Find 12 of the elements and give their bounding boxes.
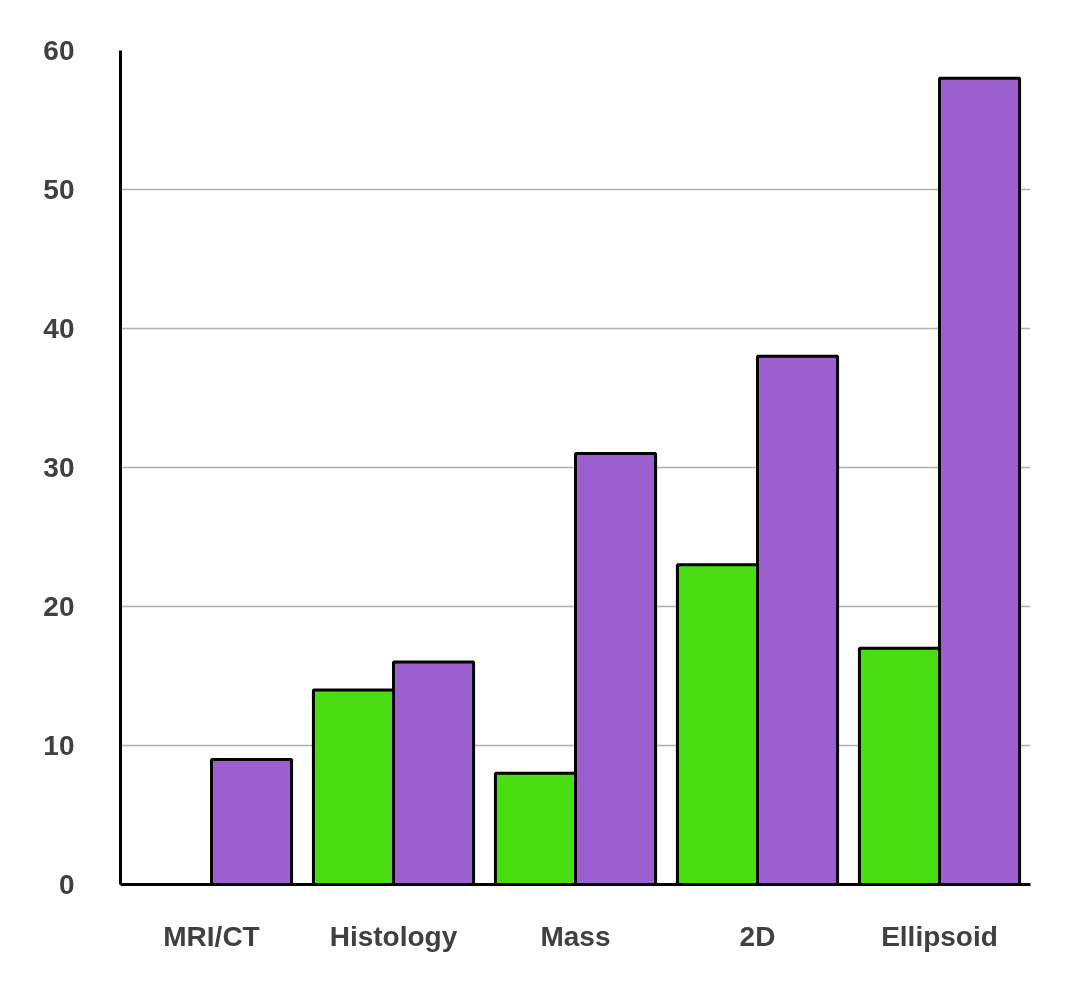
x-tick-label: Histology: [329, 920, 458, 952]
y-tick-label: 60: [43, 35, 75, 66]
y-tick-label: 40: [43, 313, 75, 344]
y-tick-label: 30: [43, 452, 75, 483]
y-tick-label: 0: [58, 869, 75, 900]
y-tick-label: 50: [43, 174, 75, 205]
x-tick-label: Ellipsoid: [881, 920, 998, 952]
x-tick-label: 2D: [739, 920, 776, 952]
y-tick-label: 10: [43, 730, 75, 761]
x-tick-label: MRI/CT: [163, 920, 260, 952]
x-tick-label: Mass: [540, 920, 611, 952]
y-tick-label: 20: [43, 591, 75, 622]
